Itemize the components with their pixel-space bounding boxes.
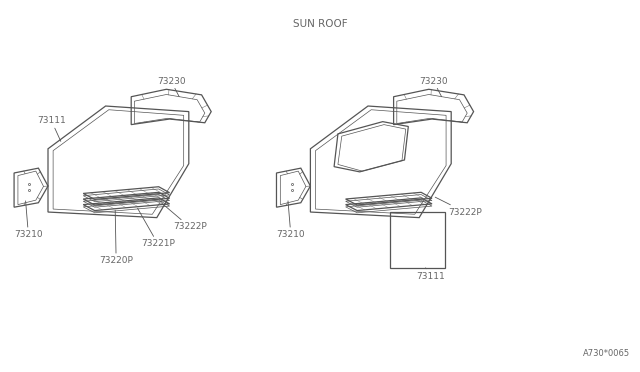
Text: 73230: 73230 xyxy=(157,77,186,97)
Text: 73111: 73111 xyxy=(416,268,445,280)
Text: 73210: 73210 xyxy=(276,201,305,239)
Text: 73111: 73111 xyxy=(37,116,66,141)
Text: 73230: 73230 xyxy=(419,77,448,97)
Text: 73220P: 73220P xyxy=(99,210,133,265)
Text: 73210: 73210 xyxy=(14,201,43,239)
Text: SUN ROOF: SUN ROOF xyxy=(292,19,348,29)
Text: A730*0065: A730*0065 xyxy=(583,349,630,358)
Bar xyxy=(390,212,445,268)
Text: 73221P: 73221P xyxy=(138,208,175,248)
Text: 73222P: 73222P xyxy=(161,203,207,231)
Text: 73222P: 73222P xyxy=(435,197,482,217)
